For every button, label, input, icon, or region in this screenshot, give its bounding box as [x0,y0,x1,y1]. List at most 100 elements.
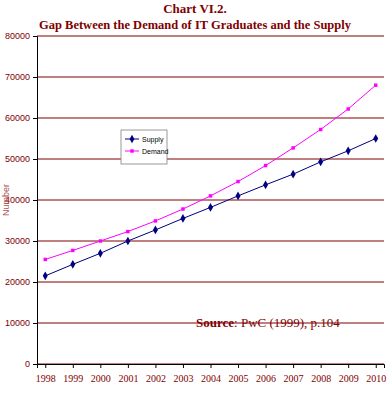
y-tick-mark [33,159,37,160]
y-tick-label: 10000 [5,318,30,328]
plot: 0100002000030000400005000060000700008000… [5,31,386,384]
x-tick-mark [211,364,212,368]
x-tick: 2010 [366,364,386,384]
series-group [43,83,379,280]
series-marker [126,230,129,233]
y-tick-mark [33,77,37,78]
series-marker [153,226,158,235]
y-axis-title: Number [1,184,11,216]
x-tick-label: 2003 [173,373,193,384]
series-marker [318,158,323,167]
series-marker [346,107,349,110]
x-tick: 2009 [339,364,359,384]
y-tick: 30000 [5,236,37,246]
x-tick-mark [73,364,74,368]
series-marker [236,192,241,201]
x-tick-label: 2002 [146,373,166,384]
series-marker [43,271,48,280]
series-marker [71,249,74,252]
series-marker [374,83,377,86]
x-tick-mark [348,364,349,368]
legend: Supply Demand [121,130,169,164]
series-line [45,139,375,276]
series-marker [264,164,267,167]
y-tick: 0 [25,359,37,369]
x-tick-label: 2007 [284,373,304,384]
legend-label: Supply [142,136,164,144]
y-tick: 80000 [5,31,37,41]
y-tick-mark [33,241,37,242]
y-tick: 10000 [5,318,37,328]
x-tick: 2001 [118,364,138,384]
x-tick-mark [266,364,267,368]
x-tick-label: 2004 [201,373,221,384]
x-tick: 2008 [311,364,331,384]
series-marker [319,128,322,131]
x-tick-label: 2006 [256,373,276,384]
series-marker [291,146,294,149]
series-marker [209,194,212,197]
y-tick-mark [33,118,37,119]
grid-line [37,77,384,78]
y-tick: 60000 [5,113,37,123]
y-tick-label: 60000 [5,113,30,123]
series-marker [154,219,157,222]
x-tick: 2002 [146,364,166,384]
series-marker [208,203,213,212]
y-tick-mark [33,36,37,37]
annotation: Source: PwC (1999), p.104 [196,315,340,330]
y-tick-label: 70000 [5,72,30,82]
x-tick-mark [183,364,184,368]
x-tick-mark [45,364,46,368]
y-tick-mark [33,282,37,283]
legend-label: Demand [142,148,169,155]
grid-line [37,282,384,283]
series-line [45,85,375,259]
series-marker [98,249,103,258]
series-marker [44,258,47,261]
x-tick: 2003 [173,364,193,384]
y-axis-line [33,37,38,365]
x-tick-mark [128,364,129,368]
x-tick-label: 2009 [339,373,359,384]
subtitle: Gap Between the Demand of IT Graduates a… [39,18,352,32]
legend-marker [130,135,135,143]
x-tick-label: 2008 [311,373,331,384]
series-marker [263,180,268,189]
x-tick: 2006 [256,364,276,384]
legend-marker [130,149,133,152]
x-tick-mark [293,364,294,368]
chart: Chart VI.2.Gap Between the Demand of IT … [0,0,390,400]
grid-line [37,241,384,242]
grid [37,36,384,364]
x-tick: 2007 [284,364,304,384]
x-tick-label: 2000 [91,373,111,384]
x-tick: 2004 [201,364,221,384]
series-marker [180,214,185,223]
y-tick-label: 0 [25,359,30,369]
y-tick: 70000 [5,72,37,82]
x-tick-mark [100,364,101,368]
x-tick-mark [238,364,239,368]
x-tick-label: 1998 [36,373,56,384]
grid-line [37,36,384,37]
x-axis-line [38,365,385,369]
y-tick: 50000 [5,154,37,164]
x-tick: 2005 [229,364,249,384]
x-tick-label: 2001 [118,373,138,384]
x-tick-mark [155,364,156,368]
y-tick-label: 50000 [5,154,30,164]
series-marker [236,180,239,183]
x-tick: 1999 [63,364,83,384]
y-tick: 20000 [5,277,37,287]
y-tick-mark [33,200,37,201]
x-tick: 1998 [36,364,56,384]
series-marker [291,170,296,179]
x-tick-mark [321,364,322,368]
x-tick-label: 1999 [63,373,83,384]
series-marker [99,239,102,242]
x-tick: 2000 [91,364,111,384]
series-marker [125,237,130,246]
series-marker [181,207,184,210]
y-tick-label: 20000 [5,277,30,287]
